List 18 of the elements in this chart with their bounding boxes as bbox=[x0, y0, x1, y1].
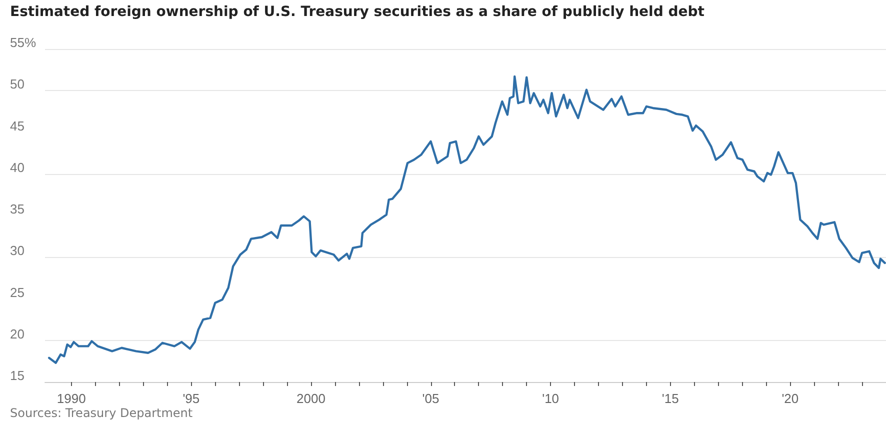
y-tick-label: 30 bbox=[10, 243, 24, 258]
y-tick-label: 35 bbox=[10, 202, 24, 216]
y-tick-label: 15 bbox=[10, 368, 24, 383]
x-tick-label: 1990 bbox=[56, 391, 86, 406]
x-tick-label: '10 bbox=[542, 391, 560, 406]
x-tick-label: 2000 bbox=[296, 391, 326, 406]
y-tick-label: 45 bbox=[10, 118, 24, 134]
y-tick-label: 40 bbox=[10, 160, 24, 175]
x-tick-label: '20 bbox=[782, 391, 799, 406]
source-note: Sources: Treasury Department bbox=[10, 406, 193, 420]
x-tick-label: '15 bbox=[662, 391, 679, 406]
y-tick-label: 50 bbox=[10, 76, 24, 92]
x-tick-label: '95 bbox=[182, 391, 200, 406]
y-tick-label: 25 bbox=[10, 284, 24, 300]
x-tick-label: '05 bbox=[422, 391, 440, 406]
chart-title: Estimated foreign ownership of U.S. Treasury securities as a share of publicly held debt bbox=[10, 4, 704, 20]
y-tick-label: 55% bbox=[10, 35, 36, 50]
y-tick-label: 20 bbox=[10, 326, 24, 342]
